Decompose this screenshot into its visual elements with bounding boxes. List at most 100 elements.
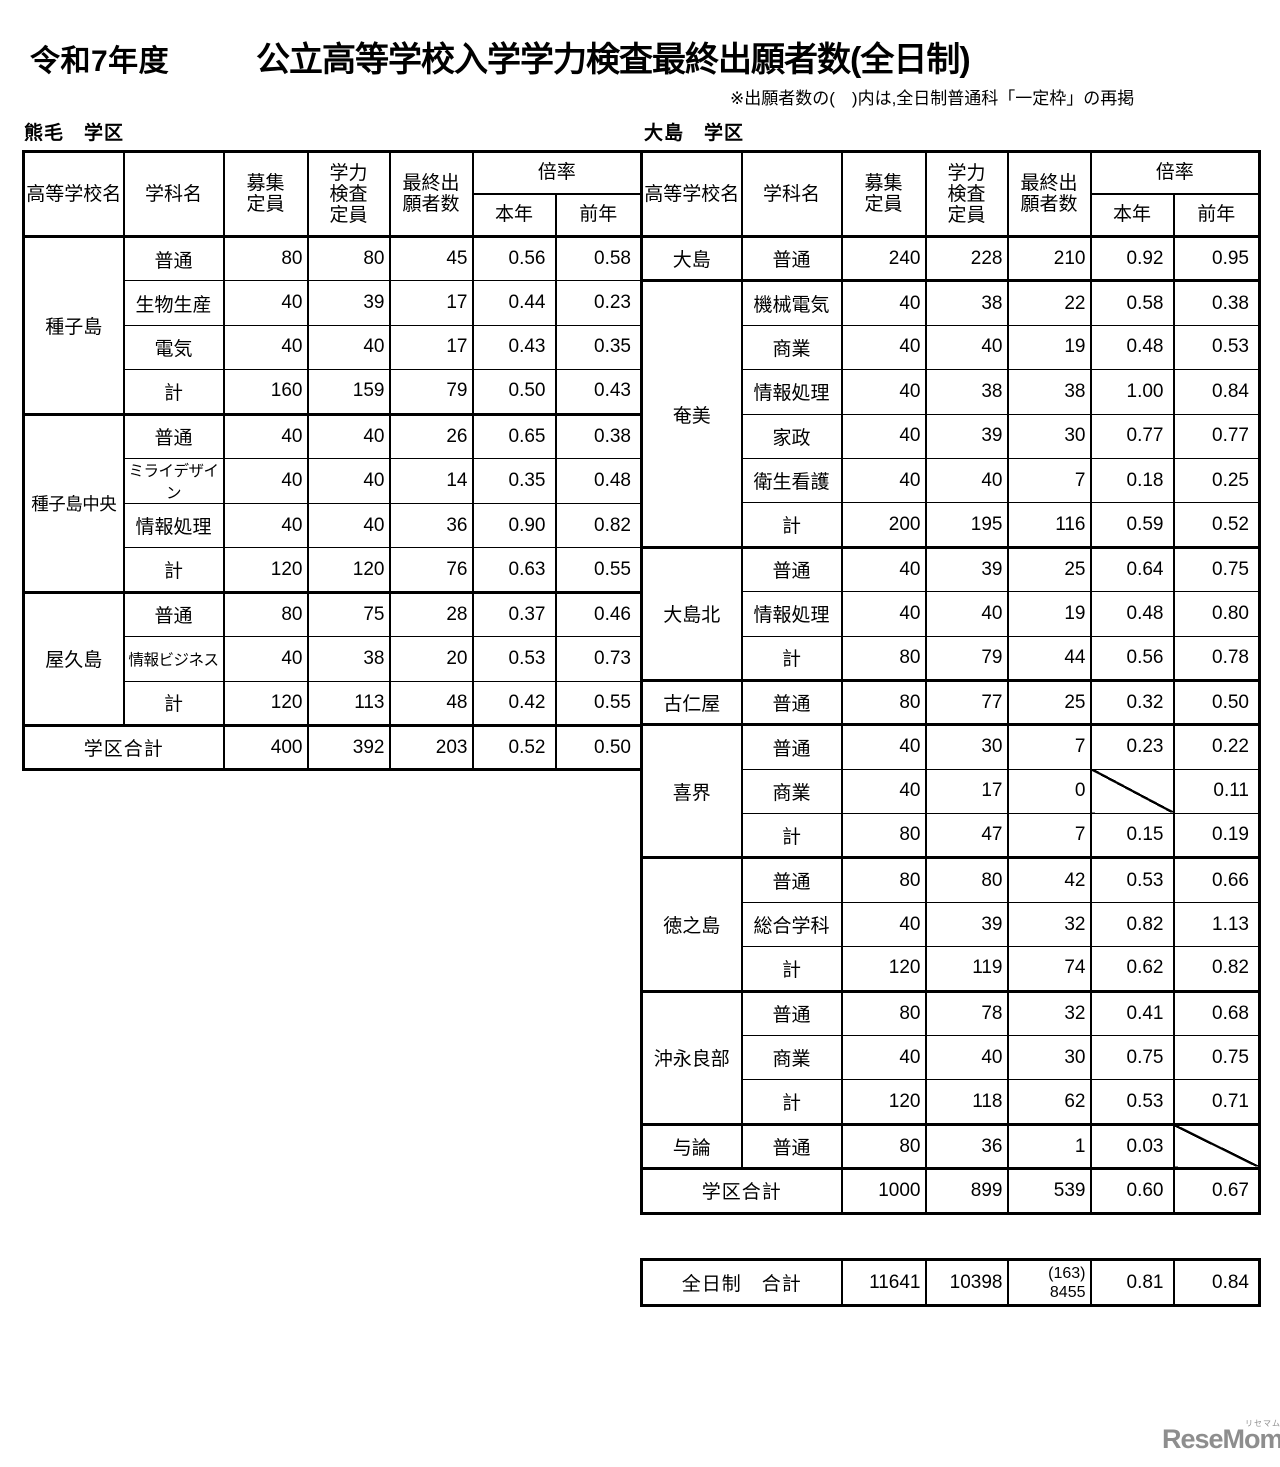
- ratio-prev-year-cell: 0.38: [1172, 279, 1261, 326]
- applicants-cell: 7: [1006, 813, 1092, 858]
- ratio-prev-year-cell: 1.13: [1172, 901, 1261, 947]
- applicants-cell: 30: [1006, 413, 1092, 459]
- ratio-prev-year-cell: 0.80: [1172, 591, 1261, 637]
- applicants-cell: 28: [388, 590, 474, 637]
- school-name-cell: 沖永良部: [640, 989, 743, 1125]
- exam-capacity-cell: 120: [306, 547, 391, 593]
- dept-name-cell: 普通: [740, 234, 843, 281]
- grand-total-row: 全日制 合計 11641 10398 (163) 8455 0.81 0.84: [640, 1259, 1261, 1306]
- dept-name-cell: 計: [122, 680, 225, 726]
- resemom-logo-kana: リセマム: [1245, 1419, 1280, 1428]
- district-total-capacity: 400: [222, 723, 309, 770]
- applicants-cell: 30: [1006, 1035, 1092, 1080]
- ratio-this-year-cell: 0.62: [1089, 946, 1175, 992]
- applicants-cell: 14: [388, 457, 474, 504]
- applicants-cell: 32: [1006, 901, 1092, 947]
- capacity-cell: 40: [840, 1035, 927, 1080]
- header-row-2: 本年 前年: [642, 193, 1261, 238]
- school-name-cell: 大島北: [640, 545, 743, 681]
- exam-capacity-cell: 113: [306, 680, 391, 726]
- school-name-cell: 与論: [640, 1122, 743, 1169]
- ratio-prev-year-cell: 0.78: [1172, 635, 1261, 681]
- dept-name-cell: 普通: [122, 412, 225, 459]
- applicants-cell: 19: [1006, 591, 1092, 637]
- ratio-prev-year-cell: 0.75: [1172, 1035, 1261, 1080]
- table-row: ミライデザイン 40 40 14 0.35 0.48: [24, 457, 643, 504]
- table-row: 種子島 普通 80 80 45 0.56 0.58: [22, 234, 643, 415]
- capacity-cell: 80: [840, 856, 927, 903]
- ratio-this-year-cell: 0.53: [1089, 856, 1175, 903]
- applicants-cell: 62: [1006, 1079, 1092, 1125]
- table-row: 家政 40 39 30 0.77 0.77: [642, 413, 1261, 459]
- dept-name-cell: 商業: [740, 1035, 843, 1080]
- applicants-cell: 20: [388, 636, 474, 682]
- exam-capacity-cell: 40: [924, 1035, 1009, 1080]
- col-header-capacity: 募集 定員: [840, 151, 927, 238]
- capacity-cell: 40: [840, 901, 927, 947]
- capacity-cell: 40: [222, 324, 309, 370]
- exam-capacity-cell: 40: [924, 591, 1009, 637]
- ratio-prev-year-cell: 0.95: [1172, 234, 1261, 281]
- exam-capacity-cell: 80: [924, 856, 1009, 903]
- applicants-cell: 25: [1006, 678, 1092, 725]
- exam-capacity-cell: 75: [306, 590, 391, 637]
- exam-capacity-cell: 39: [924, 413, 1009, 459]
- ratio-this-year-cell: 0.82: [1089, 901, 1175, 947]
- col-header-exam: 学力 検査 定員: [306, 151, 391, 238]
- table-row: 大島北 普通 40 39 25 0.64 0.75: [640, 545, 1261, 681]
- table-row: 衛生看護 40 40 7 0.18 0.25: [642, 457, 1261, 503]
- ratio-this-year-cell: 0.18: [1089, 457, 1175, 503]
- col-header-applicants: 最終出 願者数: [388, 151, 474, 238]
- exam-capacity-cell: 36: [924, 1122, 1009, 1169]
- ratio-this-year-cell: [1089, 768, 1175, 814]
- ratio-prev-year-cell: [1172, 1122, 1261, 1169]
- grand-total-label: 全日制 合計: [640, 1259, 843, 1306]
- ratio-this-year-cell: 0.90: [471, 502, 557, 548]
- applicants-cell: 74: [1006, 946, 1092, 992]
- capacity-cell: 80: [222, 234, 309, 281]
- table-row: 商業 40 40 30 0.75 0.75: [642, 1035, 1261, 1080]
- exam-capacity-cell: 80: [306, 234, 391, 281]
- table-row: 奄美 機械電気 40 38 22 0.58 0.38: [640, 279, 1261, 548]
- ratio-prev-year-cell: 0.48: [554, 457, 643, 504]
- dept-name-cell: 普通: [740, 856, 843, 903]
- col-header-this-year: 本年: [471, 193, 557, 238]
- table-row: 屋久島 普通 80 75 28 0.37 0.46: [22, 590, 643, 726]
- exam-capacity-cell: 119: [924, 946, 1009, 992]
- capacity-cell: 120: [222, 547, 309, 593]
- ratio-this-year-cell: 0.65: [471, 412, 557, 459]
- oshima-district-table: 高等学校名 学科名 募集 定員 学力 検査 定員 最終出 願者数 倍率 本年 前年 大島 普通 24…: [640, 150, 1261, 1215]
- dept-name-cell: 生物生産: [122, 280, 225, 326]
- table-row: 計 120 120 76 0.63 0.55: [24, 547, 643, 593]
- ratio-this-year-cell: 0.58: [1089, 279, 1175, 326]
- ratio-this-year-cell: 0.59: [1089, 502, 1175, 548]
- col-header-exam: 学力 検査 定員: [924, 151, 1009, 238]
- table-row: 計 120 118 62 0.53 0.71: [642, 1079, 1261, 1125]
- exam-capacity-cell: 38: [924, 369, 1009, 415]
- col-header-school: 高等学校名: [640, 151, 743, 238]
- capacity-cell: 80: [222, 590, 309, 637]
- capacity-cell: 120: [840, 946, 927, 992]
- col-header-school: 高等学校名: [22, 151, 125, 238]
- exam-capacity-cell: 40: [306, 324, 391, 370]
- capacity-cell: 40: [840, 768, 927, 814]
- table-row: 電気 40 40 17 0.43 0.35: [24, 324, 643, 370]
- district-total-capacity: 1000: [840, 1167, 927, 1214]
- ratio-this-year-cell: 0.48: [1089, 591, 1175, 637]
- applicants-cell: 116: [1006, 502, 1092, 548]
- capacity-cell: 40: [840, 457, 927, 503]
- capacity-cell: 40: [840, 369, 927, 415]
- dept-name-cell: 情報処理: [122, 502, 225, 548]
- dept-name-cell: 普通: [740, 1122, 843, 1169]
- dept-name-cell: 情報処理: [740, 591, 843, 637]
- ratio-this-year-cell: 0.23: [1089, 723, 1175, 770]
- table-row: 計 200 195 116 0.59 0.52: [642, 502, 1261, 548]
- exam-capacity-cell: 159: [306, 369, 391, 415]
- applicants-cell: 25: [1006, 545, 1092, 592]
- era-label: 令和7年度: [30, 45, 170, 78]
- ratio-prev-year-cell: 0.75: [1172, 545, 1261, 592]
- dept-name-cell: 普通: [740, 989, 843, 1036]
- col-header-prev-year: 前年: [554, 193, 643, 238]
- ratio-this-year-cell: 0.75: [1089, 1035, 1175, 1080]
- col-header-dept: 学科名: [740, 151, 843, 238]
